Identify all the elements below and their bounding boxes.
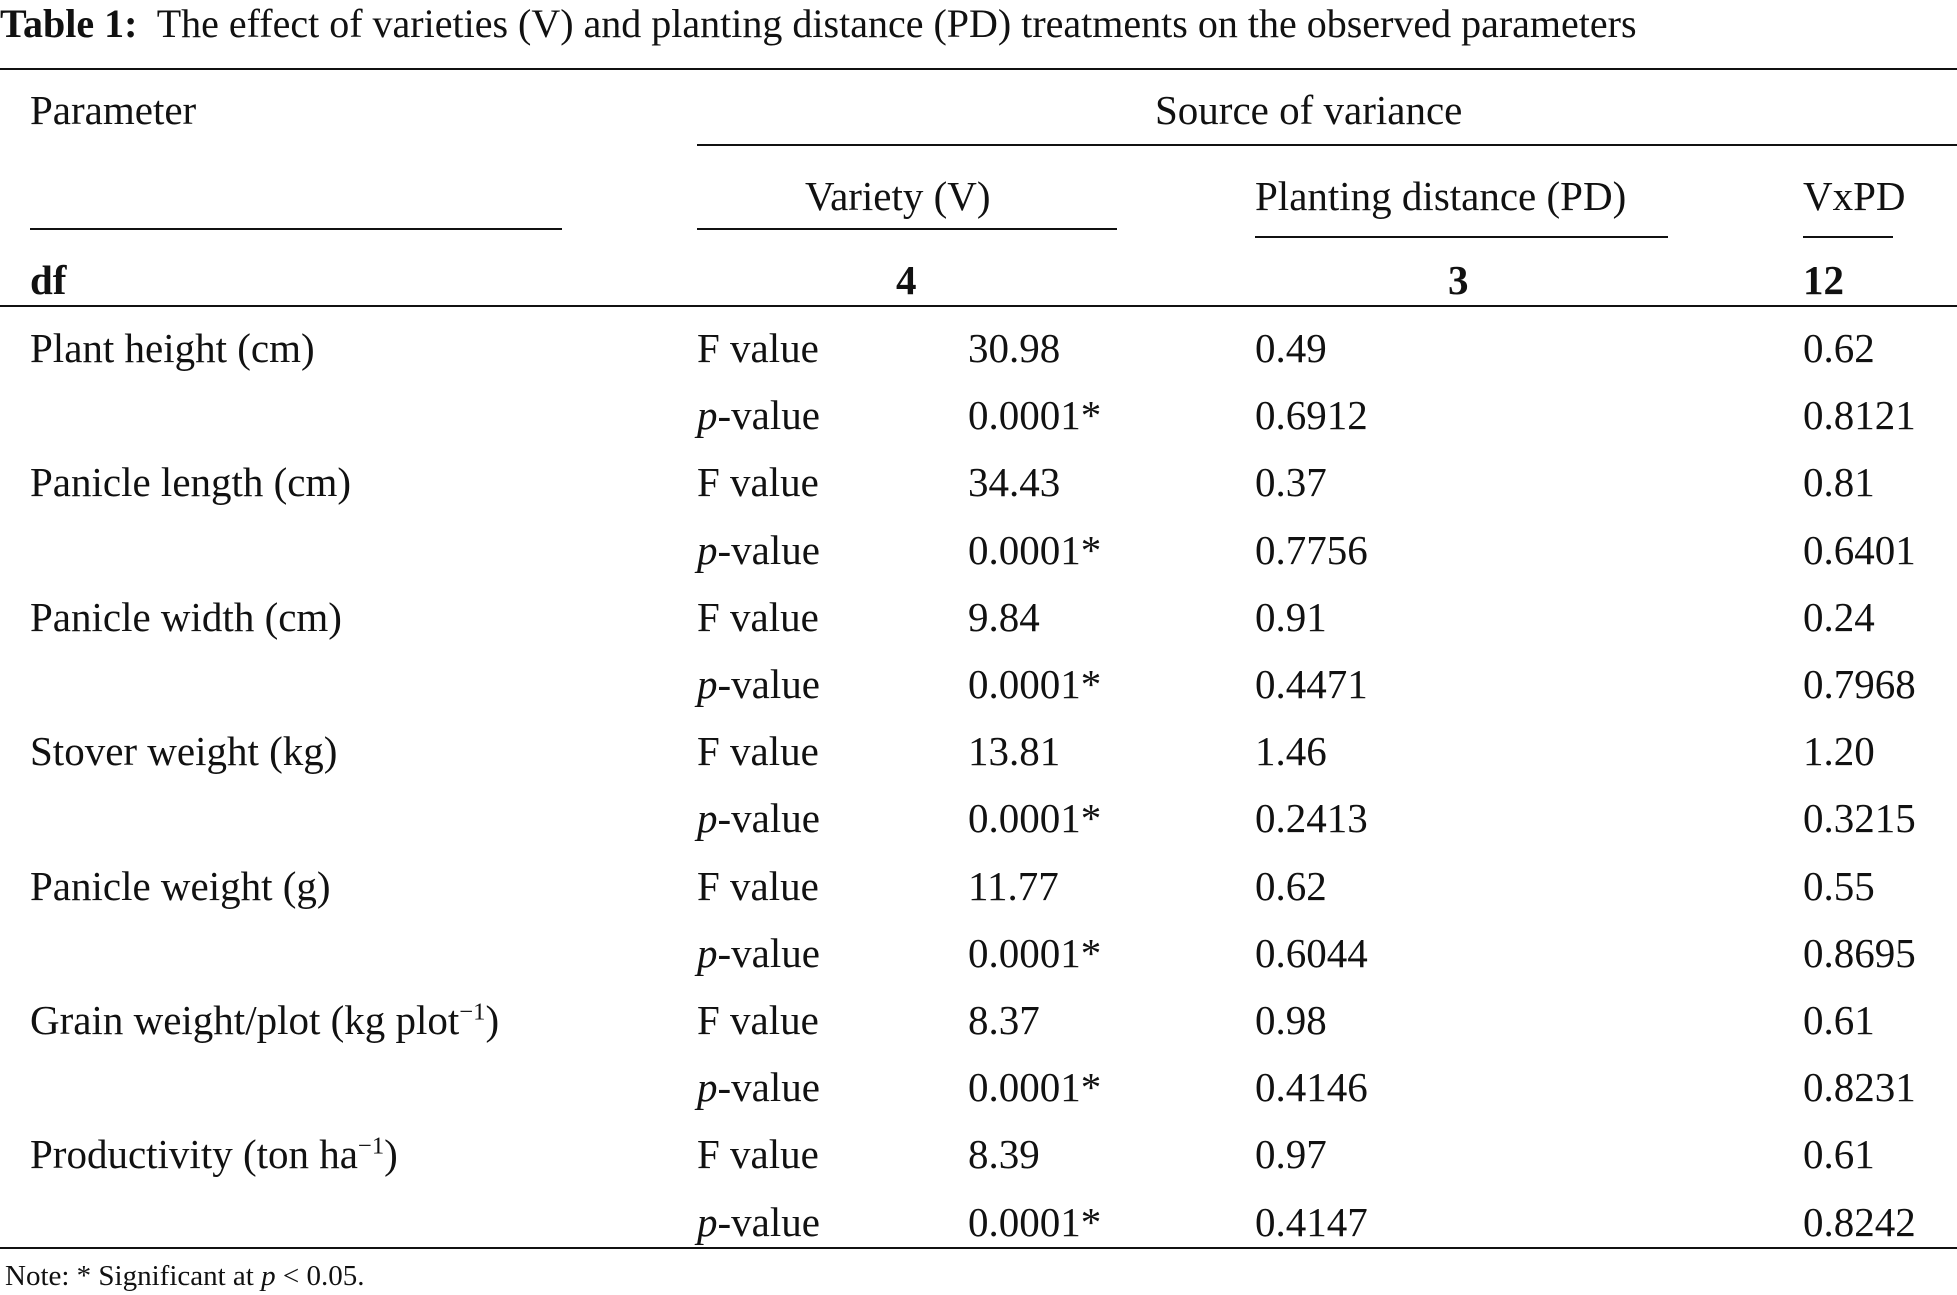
p-value-label: p-value bbox=[697, 1198, 820, 1245]
planting-f-value: 0.98 bbox=[1255, 997, 1327, 1043]
table-caption: Table 1: The effect of varieties (V) and… bbox=[0, 4, 1637, 44]
vxpd-p-value: 0.8695 bbox=[1803, 929, 1916, 976]
planting-p-value: 0.6912 bbox=[1255, 392, 1368, 439]
planting-f-value: 0.49 bbox=[1255, 325, 1327, 371]
variety-p-value: 0.0001* bbox=[968, 661, 1102, 707]
p-value-label: p-value bbox=[697, 795, 820, 842]
df-variety: 4 bbox=[896, 257, 917, 303]
p-value-label: p-value bbox=[697, 661, 820, 707]
parameter-name: Grain weight/plot (kg plot−1) bbox=[30, 997, 500, 1043]
p-value-label: p-value bbox=[697, 929, 820, 976]
planting-f-value: 0.97 bbox=[1255, 1131, 1327, 1178]
caption-label: Table 1: bbox=[0, 1, 138, 46]
p-value-label: p-value bbox=[697, 1064, 820, 1111]
vxpd-p-value: 0.6401 bbox=[1803, 526, 1916, 573]
variety-f-value: 9.84 bbox=[968, 593, 1040, 640]
variety-f-value: 8.37 bbox=[968, 997, 1040, 1043]
f-value-label: F value bbox=[697, 459, 819, 506]
vxpd-p-value: 0.8242 bbox=[1803, 1198, 1916, 1245]
variety-p-value: 0.0001* bbox=[968, 526, 1102, 573]
header-planting-distance: Planting distance (PD) bbox=[1255, 173, 1627, 219]
vxpd-f-value: 0.61 bbox=[1803, 997, 1875, 1043]
parameter-name: Stover weight (kg) bbox=[30, 728, 338, 775]
variety-p-value: 0.0001* bbox=[968, 1064, 1102, 1111]
variety-rule bbox=[697, 228, 1117, 230]
bottom-rule bbox=[0, 1247, 1957, 1249]
vxpd-f-value: 0.61 bbox=[1803, 1131, 1875, 1178]
parameter-name: Panicle length (cm) bbox=[30, 459, 352, 506]
planting-f-value: 0.91 bbox=[1255, 593, 1327, 640]
planting-p-value: 0.4146 bbox=[1255, 1064, 1368, 1111]
variety-f-value: 8.39 bbox=[968, 1131, 1040, 1178]
source-rule bbox=[697, 144, 1957, 146]
f-value-label: F value bbox=[697, 1131, 819, 1178]
planting-f-value: 1.46 bbox=[1255, 728, 1327, 775]
header-variety: Variety (V) bbox=[805, 173, 991, 219]
planting-f-value: 0.37 bbox=[1255, 459, 1327, 506]
top-rule bbox=[0, 68, 1957, 70]
parameter-rule bbox=[30, 228, 562, 230]
table-note: Note: * Significant at p < 0.05. bbox=[5, 1260, 365, 1292]
vxpd-p-value: 0.3215 bbox=[1803, 795, 1916, 842]
header-bottom-rule bbox=[0, 305, 1957, 307]
caption-text: The effect of varieties (V) and planting… bbox=[156, 1, 1637, 46]
f-value-label: F value bbox=[697, 593, 819, 640]
header-source-of-variance: Source of variance bbox=[1155, 87, 1463, 133]
f-value-label: F value bbox=[697, 997, 819, 1043]
planting-p-value: 0.4147 bbox=[1255, 1198, 1368, 1245]
parameter-name: Plant height (cm) bbox=[30, 325, 315, 371]
variety-p-value: 0.0001* bbox=[968, 929, 1102, 976]
vxpd-f-value: 1.20 bbox=[1803, 728, 1875, 775]
planting-p-value: 0.4471 bbox=[1255, 661, 1368, 707]
vxpd-f-value: 0.62 bbox=[1803, 325, 1875, 371]
f-value-label: F value bbox=[697, 325, 819, 371]
variety-p-value: 0.0001* bbox=[968, 795, 1102, 842]
vxpd-p-value: 0.7968 bbox=[1803, 661, 1916, 707]
variety-p-value: 0.0001* bbox=[968, 1198, 1102, 1245]
planting-rule bbox=[1255, 236, 1668, 238]
df-vxpd: 12 bbox=[1803, 257, 1844, 303]
p-value-label: p-value bbox=[697, 526, 820, 573]
f-value-label: F value bbox=[697, 862, 819, 909]
vxpd-f-value: 0.55 bbox=[1803, 862, 1875, 909]
variety-f-value: 30.98 bbox=[968, 325, 1061, 371]
parameter-name: Panicle weight (g) bbox=[30, 862, 331, 909]
vxpd-rule bbox=[1803, 236, 1893, 238]
variety-f-value: 34.43 bbox=[968, 459, 1061, 506]
p-value-label: p-value bbox=[697, 392, 820, 439]
vxpd-p-value: 0.8121 bbox=[1803, 392, 1916, 439]
df-planting: 3 bbox=[1448, 257, 1469, 303]
df-label: df bbox=[30, 257, 67, 303]
variety-p-value: 0.0001* bbox=[968, 392, 1102, 439]
planting-p-value: 0.7756 bbox=[1255, 526, 1368, 573]
vxpd-f-value: 0.24 bbox=[1803, 593, 1875, 640]
planting-p-value: 0.6044 bbox=[1255, 929, 1368, 976]
header-vxpd: VxPD bbox=[1803, 173, 1906, 219]
vxpd-f-value: 0.81 bbox=[1803, 459, 1875, 506]
parameter-name: Panicle width (cm) bbox=[30, 593, 342, 640]
planting-f-value: 0.62 bbox=[1255, 862, 1327, 909]
vxpd-p-value: 0.8231 bbox=[1803, 1064, 1916, 1111]
planting-p-value: 0.2413 bbox=[1255, 795, 1368, 842]
header-parameter: Parameter bbox=[30, 87, 197, 133]
variety-f-value: 11.77 bbox=[968, 862, 1059, 909]
parameter-name: Productivity (ton ha−1) bbox=[30, 1131, 398, 1178]
f-value-label: F value bbox=[697, 728, 819, 775]
variety-f-value: 13.81 bbox=[968, 728, 1061, 775]
